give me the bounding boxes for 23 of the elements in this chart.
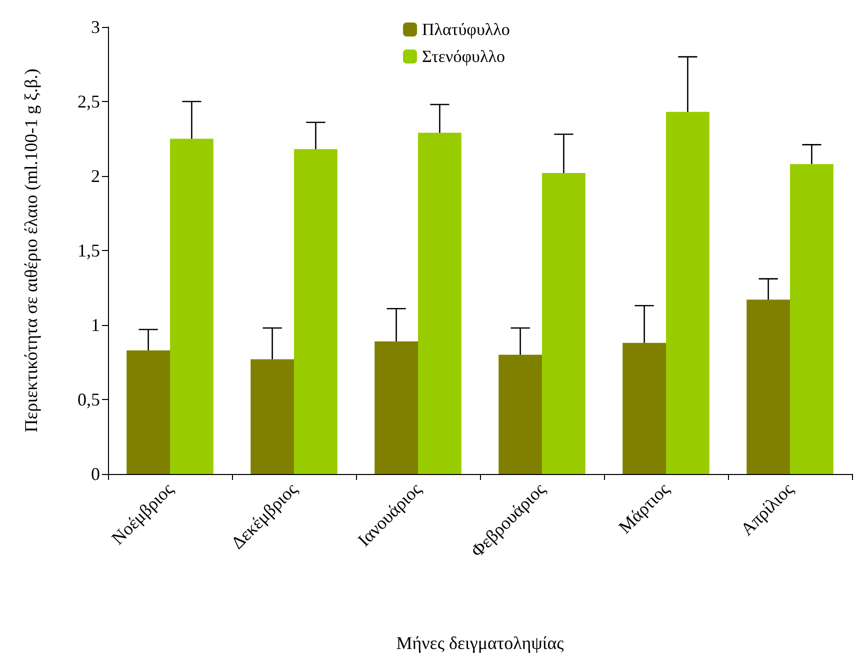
y-axis-title: Περιεκτικότητα σε αιθέριο έλαιο (ml.100-1 g ξ.β.) bbox=[21, 68, 41, 432]
y-tick-label: 1,5 bbox=[78, 240, 100, 260]
bar bbox=[666, 112, 710, 474]
bar bbox=[250, 359, 294, 474]
legend-label: Στενόφυλλο bbox=[422, 47, 505, 66]
bar bbox=[498, 354, 542, 474]
y-tick-label: 2 bbox=[91, 166, 100, 186]
x-axis-title: Μήνες δειγματοληψίας bbox=[396, 633, 564, 653]
bar bbox=[418, 132, 462, 474]
bar bbox=[622, 342, 666, 474]
bar bbox=[542, 173, 586, 474]
y-tick-label: 3 bbox=[91, 17, 100, 37]
legend-label: Πλατύφυλλο bbox=[422, 20, 510, 39]
y-tick-label: 0,5 bbox=[78, 390, 100, 410]
bar bbox=[790, 164, 834, 474]
bar bbox=[170, 138, 214, 474]
y-tick-label: 0 bbox=[91, 464, 100, 484]
y-tick-label: 2,5 bbox=[78, 92, 100, 112]
bar bbox=[374, 341, 418, 474]
y-tick-label: 1 bbox=[91, 315, 100, 335]
bar bbox=[294, 149, 338, 474]
bar bbox=[126, 350, 170, 474]
bar bbox=[746, 300, 790, 474]
